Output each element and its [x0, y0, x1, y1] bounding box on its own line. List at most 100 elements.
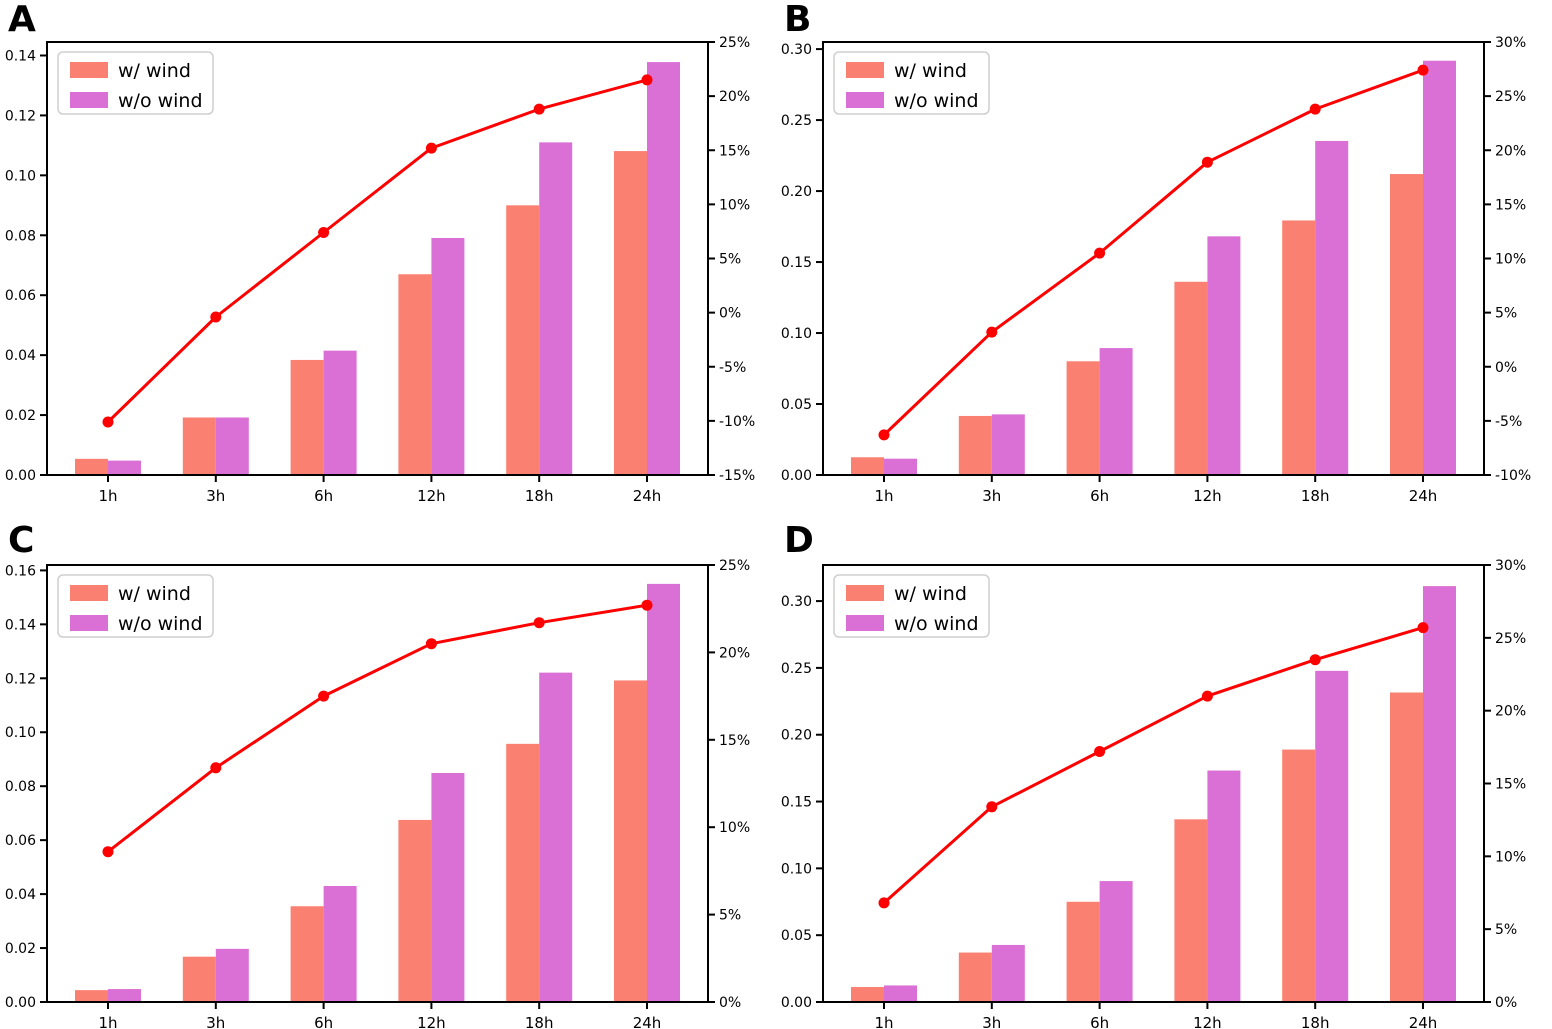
trend-point-24h	[641, 74, 653, 86]
left-axis-tick-label: 0.15	[781, 255, 812, 271]
right-axis-tick-label: 20%	[1495, 143, 1526, 159]
bar-w-wind-24h	[1390, 692, 1423, 1002]
right-axis-tick-label: 30%	[1495, 35, 1526, 51]
legend-label-wo-wind: w/o wind	[118, 613, 203, 635]
x-axis-tick-label: 3h	[206, 487, 225, 505]
bar-w-wind-24h	[614, 680, 647, 1002]
plot-border	[46, 564, 709, 1003]
x-axis-tick-label: 12h	[417, 1014, 446, 1029]
bar-w-wind-3h	[182, 417, 216, 475]
trend-point-18h	[1309, 103, 1321, 115]
bar-w-wind-1h	[75, 458, 108, 475]
right-axis-tick-label: 15%	[1495, 777, 1526, 793]
right-axis-tick-label: -5%	[1495, 414, 1522, 430]
trend-line	[882, 68, 1425, 437]
x-axis-tick-label: 3h	[982, 1014, 1001, 1029]
left-axis-tick-label: 0.25	[781, 113, 812, 129]
left-axis-tick-label: 0.08	[5, 779, 36, 795]
left-axis-tick-label: 0.10	[5, 168, 36, 184]
left-axis-tick-label: 0.05	[781, 397, 812, 413]
left-axis-tick-label: 0.30	[781, 594, 812, 610]
left-axis-tick-label: 0.02	[5, 941, 36, 957]
left-axis-tick-label: 0.12	[5, 108, 36, 124]
bar-wo-wind-1h	[884, 985, 917, 1002]
trend-line	[106, 78, 649, 424]
left-axis-tick-label: 0.10	[5, 725, 36, 741]
legend-swatch-w-wind	[846, 585, 884, 601]
left-axis-tick-label: 0.05	[781, 928, 812, 944]
bar-w-wind-6h	[1066, 901, 1100, 1002]
left-axis-tick-label: 0.10	[781, 326, 812, 342]
right-axis-tick-label: -10%	[1495, 468, 1531, 484]
bar-wo-wind-18h	[539, 672, 573, 1002]
bar-wo-wind-12h	[431, 772, 465, 1002]
trend-point-1h	[878, 429, 890, 441]
left-axis-tick-label: 0.00	[781, 468, 812, 484]
trend-point-12h	[1201, 156, 1213, 168]
chart-a: 0.00 0.02 0.04 0.06 0.08 0.10 0.12 0.14 -15% -10%…	[5, 35, 755, 505]
bar-wo-wind-6h	[323, 350, 357, 475]
x-axis-tick-label: 18h	[525, 1014, 554, 1029]
trend-point-6h	[1094, 746, 1106, 757]
bar-w-wind-18h	[506, 743, 540, 1002]
x-axis-tick-label: 12h	[1193, 487, 1222, 505]
bar-wo-wind-12h	[431, 237, 465, 475]
legend-label-w-wind: w/ wind	[118, 583, 191, 605]
bar-wo-wind-24h	[647, 62, 680, 475]
right-axis-tick-label: 15%	[719, 143, 750, 159]
bar-w-wind-3h	[958, 952, 992, 1002]
bar-w-wind-24h	[614, 151, 647, 475]
bar-w-wind-18h	[1282, 220, 1316, 475]
right-axis-tick-label: 25%	[1495, 631, 1526, 647]
legend-swatch-wo-wind	[70, 92, 108, 108]
left-axis-tick-label: 0.00	[781, 995, 812, 1011]
bar-wo-wind-1h	[108, 989, 141, 1002]
right-axis-tick-label: 25%	[719, 558, 750, 574]
bar-wo-wind-6h	[323, 886, 357, 1002]
trend-point-12h	[425, 142, 437, 154]
chart-d: 0.00 0.05 0.10 0.15 0.20 0.25 0.30 0% 5% 10% 15% 20…	[781, 558, 1526, 1029]
bar-wo-wind-24h	[1423, 586, 1456, 1002]
x-axis-tick-label: 1h	[874, 1014, 893, 1029]
bar-wo-wind-24h	[647, 583, 680, 1002]
legend-swatch-w-wind	[70, 62, 108, 78]
panel-a: A 0.00 0.02 0.04 0.06 0.08 0.10 0.12 0.14 -15% -1…	[0, 0, 776, 515]
bar-w-wind-6h	[290, 359, 324, 475]
right-axis-tick-label: 5%	[1495, 306, 1517, 322]
panel-c: C 0.00 0.02 0.04 0.06 0.08 0.10 0.12 0.14 0.16 0%…	[0, 515, 776, 1029]
right-axis-tick-label: -5%	[719, 360, 746, 376]
left-axis-tick-label: 0.25	[781, 661, 812, 677]
chart-b: 0.00 0.05 0.10 0.15 0.20 0.25 0.30 -10% -5% 0% 5% 1…	[781, 35, 1531, 505]
trend-line	[106, 603, 649, 854]
bar-w-wind-24h	[1390, 174, 1423, 475]
x-axis-tick-label: 6h	[1090, 1014, 1109, 1029]
right-axis-tick-label: 15%	[719, 733, 750, 749]
trend-point-3h	[986, 801, 998, 813]
bar-w-wind-12h	[1174, 281, 1208, 475]
bar-w-wind-3h	[958, 415, 992, 475]
right-axis-tick-label: 0%	[719, 306, 741, 322]
legend-swatch-wo-wind	[846, 615, 884, 631]
bar-w-wind-18h	[506, 205, 540, 475]
bar-wo-wind-3h	[991, 414, 1025, 475]
trend-point-18h	[533, 617, 545, 629]
x-axis-tick-label: 12h	[417, 487, 446, 505]
x-axis-tick-label: 24h	[633, 487, 662, 505]
bar-w-wind-12h	[398, 819, 432, 1002]
right-axis-tick-label: 20%	[719, 89, 750, 105]
right-axis-tick-label: 0%	[719, 995, 741, 1011]
bar-wo-wind-24h	[1423, 60, 1456, 476]
trend-point-1h	[102, 846, 114, 858]
right-axis-tick-label: 20%	[1495, 704, 1526, 720]
left-axis-tick-label: 0.06	[5, 288, 36, 304]
left-axis-tick-label: 0.00	[5, 468, 36, 484]
left-axis-tick-label: 0.20	[781, 728, 812, 744]
bar-w-wind-3h	[182, 956, 216, 1002]
right-axis-tick-label: 5%	[1495, 922, 1517, 938]
left-axis-tick-label: 0.02	[5, 408, 36, 424]
x-axis-tick-label: 6h	[1090, 487, 1109, 505]
legend-label-wo-wind: w/o wind	[894, 90, 979, 112]
bar-wo-wind-12h	[1207, 770, 1241, 1002]
bar-wo-wind-18h	[1315, 140, 1349, 475]
